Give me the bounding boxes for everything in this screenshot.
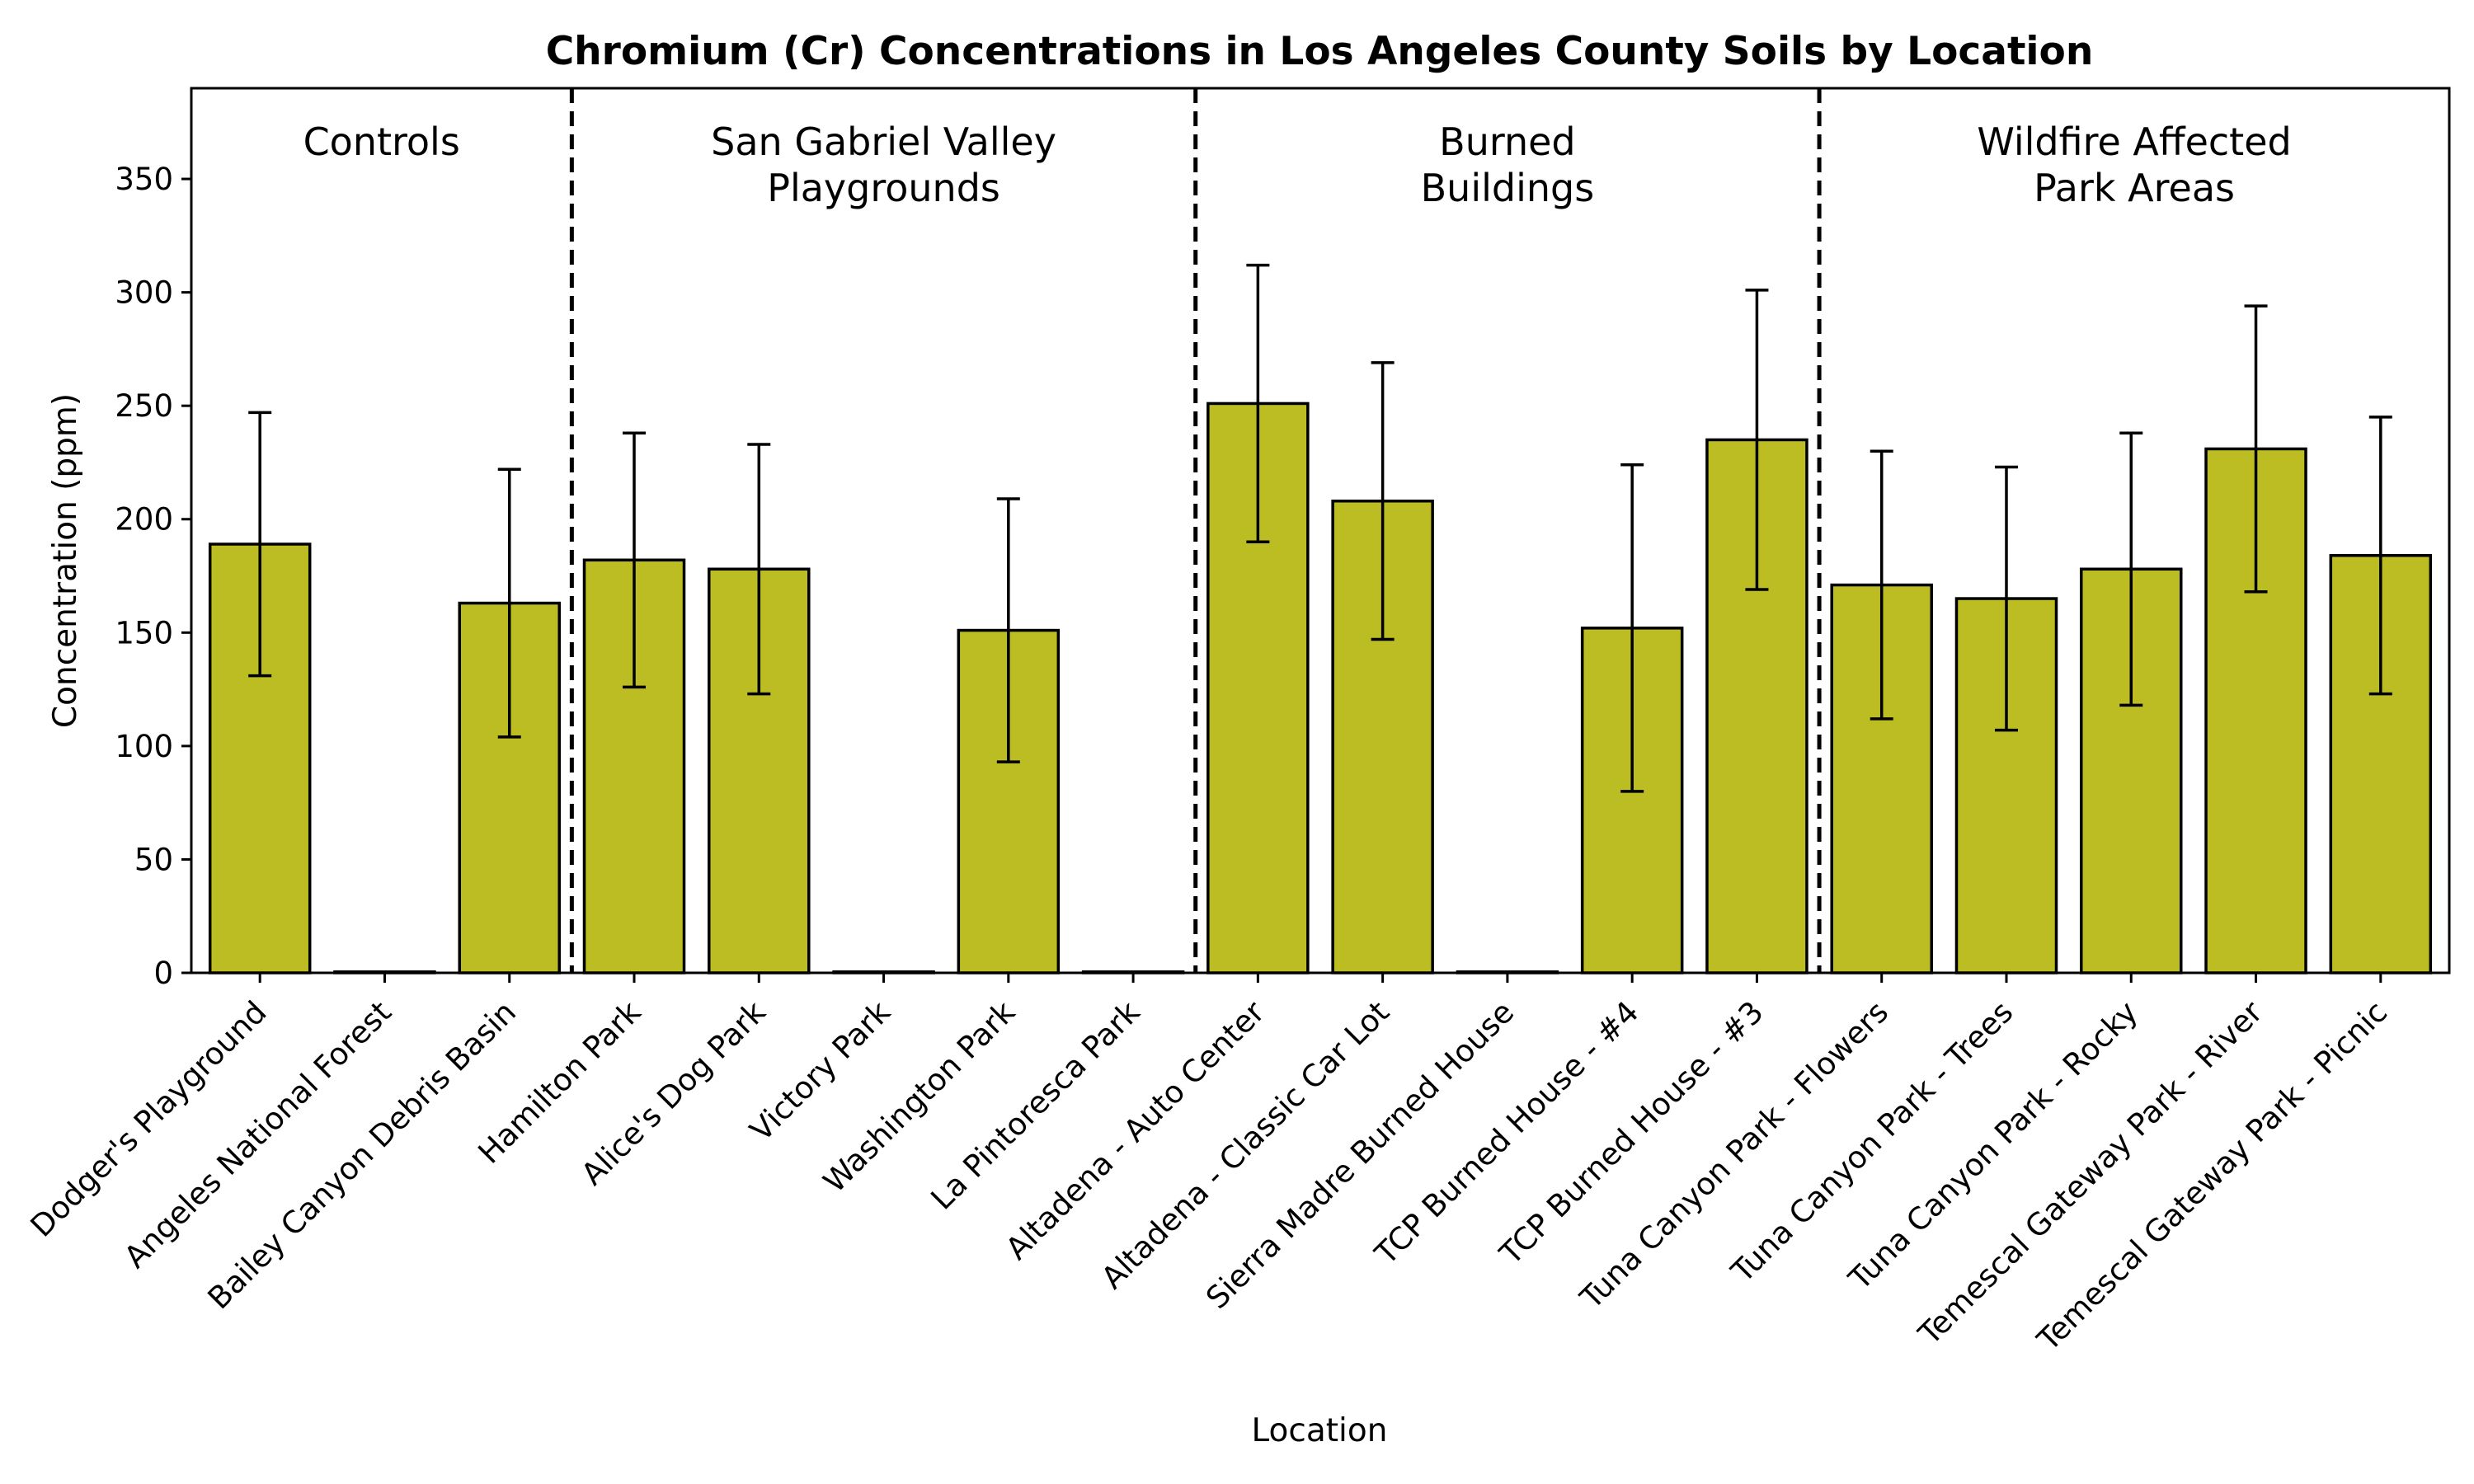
x-tick-label-11: TCP Burned House - #4 bbox=[1368, 994, 1646, 1272]
y-tick-label-7: 350 bbox=[115, 162, 173, 197]
y-tick-label-2: 100 bbox=[115, 729, 173, 764]
y-axis-label: Concentration (ppm) bbox=[47, 393, 84, 728]
x-tick-label-0: Dodger's Playground bbox=[24, 994, 274, 1244]
chart-title: Chromium (Cr) Concentrations in Los Ange… bbox=[546, 29, 2094, 74]
plot-frame bbox=[190, 87, 2451, 974]
plot-area: Controls San Gabriel Valley Playgrounds Bur… bbox=[24, 87, 2451, 1359]
group-label-3: Wildfire Affected Park Areas bbox=[1977, 120, 2291, 210]
y-tick-label-1: 50 bbox=[134, 842, 173, 877]
y-tick-label-5: 250 bbox=[115, 388, 173, 424]
x-tick-label-8: Altadena - Auto Center bbox=[999, 993, 1272, 1266]
y-tick-label-6: 300 bbox=[115, 275, 173, 311]
group-label-2: Burned Buildings bbox=[1421, 120, 1595, 210]
y-tick-label-0: 0 bbox=[153, 956, 173, 991]
y-tick-label-3: 150 bbox=[115, 615, 173, 650]
x-tick-label-7: La Pintoresca Park bbox=[924, 994, 1147, 1217]
group-label-0: Controls bbox=[303, 120, 460, 164]
x-tick-label-1: Angeles National Forest bbox=[117, 994, 398, 1275]
x-tick-label-12: TCP Burned House - #3 bbox=[1493, 994, 1771, 1272]
y-tick-label-4: 200 bbox=[115, 502, 173, 538]
group-label-1: San Gabriel Valley Playgrounds bbox=[711, 120, 1056, 210]
x-axis-label: Location bbox=[1252, 1412, 1388, 1449]
